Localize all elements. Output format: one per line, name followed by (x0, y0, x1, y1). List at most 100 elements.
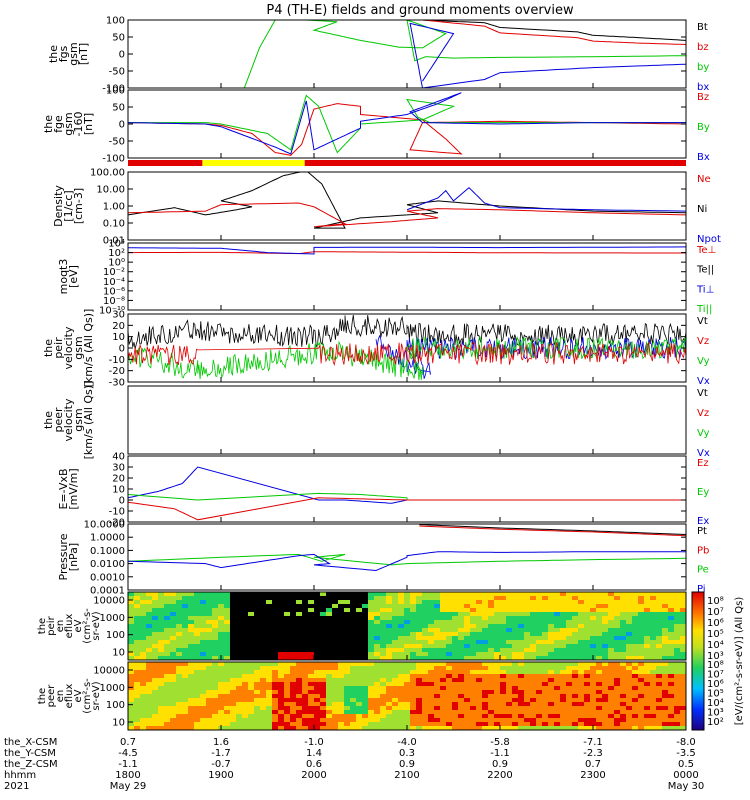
spectrogram-cell (374, 718, 381, 723)
spectrogram-cell (494, 662, 501, 667)
spectrogram-cell (614, 662, 621, 667)
spectrogram-cell (536, 682, 543, 687)
spectrogram-cell (524, 636, 531, 641)
spectrogram-cell (254, 682, 261, 687)
x-axis-value: 1900 (208, 770, 233, 781)
spectrogram-cell (386, 604, 393, 609)
spectrogram-cell (338, 690, 345, 695)
spectrogram-cell (254, 648, 261, 653)
spectrogram-cell (182, 592, 189, 597)
spectrogram-cell (362, 628, 369, 633)
spectrogram-cell (164, 698, 171, 703)
spectrogram-cell (176, 722, 183, 727)
spectrogram-cell (134, 624, 141, 629)
spectrogram-cell (212, 636, 219, 641)
spectrogram-cell (344, 636, 351, 641)
spectrogram-cell (230, 682, 237, 687)
spectrogram-cell (536, 726, 543, 731)
spectrogram-cell (476, 604, 483, 609)
spectrogram-cell (146, 640, 153, 645)
spectrogram-cell (224, 666, 231, 671)
spectrogram-cell (392, 666, 399, 671)
spectrogram-cell (590, 694, 597, 699)
legend-label: Te|| (696, 265, 714, 276)
spectrogram-cell (446, 678, 453, 683)
spectrogram-cell (392, 616, 399, 621)
spectrogram-cell (632, 592, 639, 597)
spectrogram-cell (644, 620, 651, 625)
spectrogram-cell (254, 702, 261, 707)
spectrogram-cell (134, 600, 141, 605)
y-tick-label: 100 (106, 86, 125, 97)
spectrogram-cell (314, 620, 321, 625)
spectrogram-cell (554, 674, 561, 679)
spectrogram-cell (284, 616, 291, 621)
spectrogram-cell (164, 644, 171, 649)
legend-label: Pe (697, 565, 709, 576)
series-line-Pb (419, 525, 686, 537)
spectrogram-cell (464, 718, 471, 723)
spectrogram-cell (578, 714, 585, 719)
spectrogram-cell (176, 592, 183, 597)
spectrogram-cell (440, 636, 447, 641)
spectrogram-cell (242, 722, 249, 727)
spectrogram-cell (146, 726, 153, 731)
spectrogram-cell (314, 656, 321, 661)
spectrogram-cell (524, 702, 531, 707)
spectrogram-cell (326, 616, 333, 621)
spectrogram-cell (206, 600, 213, 605)
spectrogram-cell (218, 698, 225, 703)
spectrogram-cell (668, 616, 675, 621)
spectrogram-cell (296, 690, 303, 695)
spectrogram-cell (596, 632, 603, 637)
spectrogram-cell (668, 596, 675, 601)
spectrogram-cell (632, 612, 639, 617)
spectrogram-cell (524, 656, 531, 661)
spectrogram-cell (362, 596, 369, 601)
spectrogram-cell (158, 698, 165, 703)
spectrogram-cell (182, 596, 189, 601)
spectrogram-cell (428, 726, 435, 731)
spectrogram-cell (410, 636, 417, 641)
spectrogram-cell (134, 636, 141, 641)
spectrogram-cell (536, 596, 543, 601)
spectrogram-cell (602, 616, 609, 621)
spectrogram-cell (338, 616, 345, 621)
spectrogram-cell (338, 596, 345, 601)
spectrogram-cell (212, 702, 219, 707)
spectrogram-cell (596, 600, 603, 605)
spectrogram-cell (290, 706, 297, 711)
spectrogram-cell (326, 592, 333, 597)
spectrogram-cell (362, 640, 369, 645)
spectrogram-cell (170, 644, 177, 649)
spectrogram-cell (248, 596, 255, 601)
spectrogram-cell (566, 612, 573, 617)
spectrogram-cell (608, 674, 615, 679)
spectrogram-cell (230, 608, 237, 613)
spectrogram-cell (140, 600, 147, 605)
spectrogram-cell (386, 702, 393, 707)
spectrogram-cell (128, 616, 135, 621)
spectrogram-cell (356, 714, 363, 719)
spectrogram-cell (680, 592, 687, 597)
spectrogram-cell (644, 596, 651, 601)
spectrogram-cell (392, 640, 399, 645)
spectrogram-cell (140, 718, 147, 723)
spectrogram-cell (218, 600, 225, 605)
spectrogram-cell (194, 624, 201, 629)
spectrogram-cell (614, 694, 621, 699)
colorbar-tick: 10⁴ (707, 698, 724, 709)
spectrogram-cell (548, 592, 555, 597)
spectrogram-cell (362, 690, 369, 695)
spectrogram-cell (416, 640, 423, 645)
spectrogram-cell (524, 620, 531, 625)
x-axis-value: 1.4 (306, 748, 322, 759)
spectrogram-cell (236, 662, 243, 667)
spectrogram-cell (578, 718, 585, 723)
spectrogram-cell (464, 670, 471, 675)
spectrogram-cell (218, 718, 225, 723)
spectrogram-cell (494, 600, 501, 605)
spectrogram-cell (590, 600, 597, 605)
spectrogram-cell (284, 620, 291, 625)
x-axis-value: -5.8 (490, 737, 510, 748)
